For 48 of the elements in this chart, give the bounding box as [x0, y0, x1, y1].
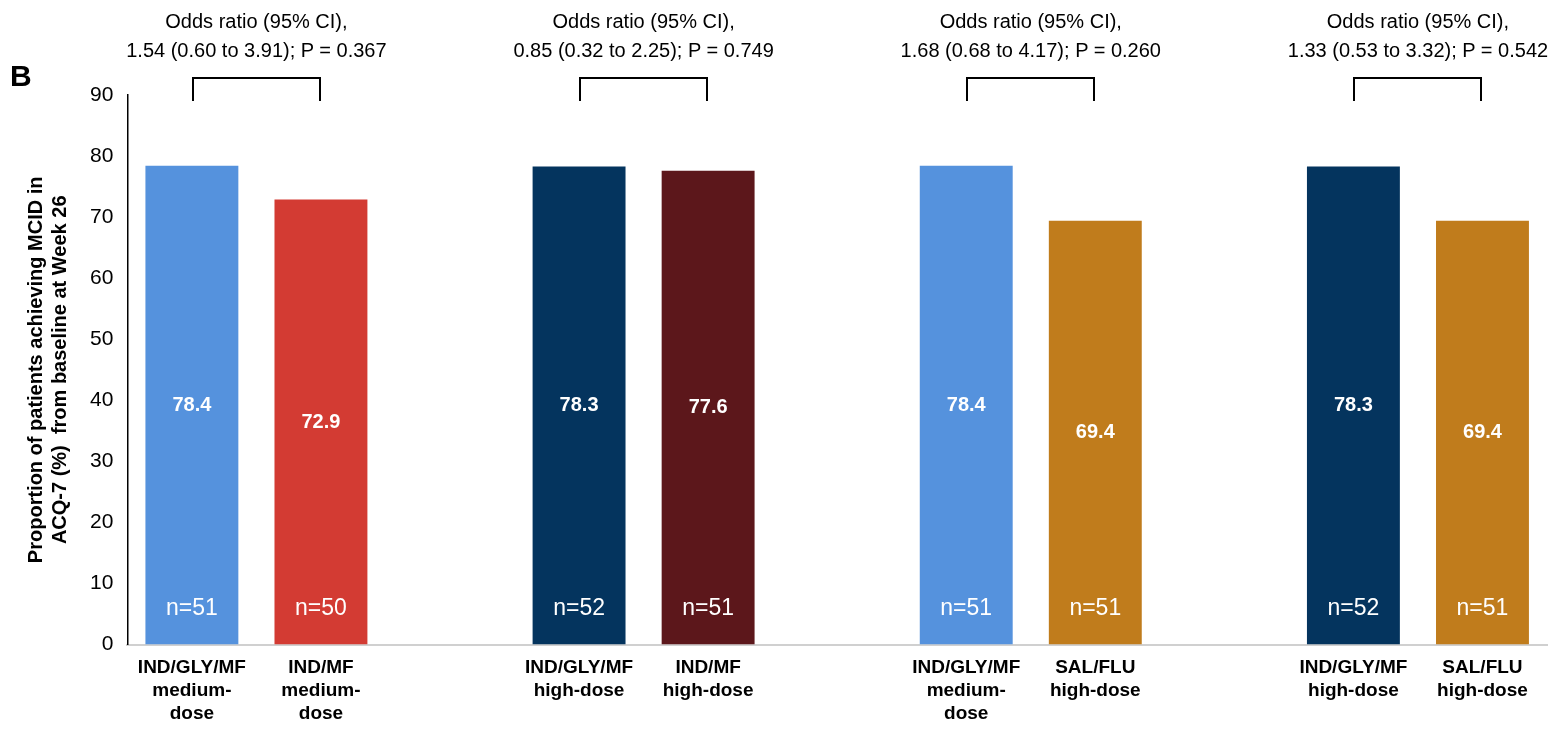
bar — [661, 170, 755, 645]
annotation: n=51 — [1069, 593, 1122, 620]
x-tick-label: IND/MF high-dose — [662, 656, 754, 701]
y-axis-title: Proportion of patients achieving MCID in ACQ-7 (%) from baseline at Week 26 — [23, 176, 70, 564]
y-tick-label: 80 — [90, 142, 114, 166]
annotation: n=51 — [940, 593, 993, 620]
text: Odds ratio (95% CI), 1.33 (0.53 to 3.32); P = 0.542 — [1287, 9, 1549, 61]
bar — [919, 165, 1013, 645]
y-tick-label: 40 — [90, 387, 114, 411]
annotation: n=51 — [682, 593, 735, 620]
y-tick-label: 60 — [90, 265, 114, 288]
y-tick-label: 50 — [90, 326, 114, 350]
annotation: n=51 — [165, 593, 218, 620]
x-tick-label: IND/GLY/MF medium- dose — [912, 656, 1021, 723]
x-tick-label: IND/GLY/MF medium- dose — [137, 656, 246, 723]
text: Odds ratio (95% CI), 1.54 (0.60 to 3.91); P = 0.367 — [126, 9, 387, 61]
y-tick-label: 0 — [101, 631, 114, 655]
data-label: 78.4 — [946, 392, 987, 415]
bar — [1306, 166, 1400, 645]
y-tick-label: 70 — [90, 203, 114, 227]
data-label: 78.3 — [559, 393, 599, 416]
data-label: 69.4 — [1463, 420, 1503, 443]
annotation: n=52 — [1327, 593, 1380, 620]
x-tick-label: IND/MF medium- dose — [281, 656, 361, 723]
annotation: n=51 — [1456, 593, 1509, 620]
data-label: 77.6 — [688, 395, 728, 418]
chart-title: B — [10, 59, 32, 93]
bar — [145, 165, 239, 645]
bar — [274, 199, 368, 645]
data-label: 78.4 — [172, 392, 213, 415]
y-tick-label: 90 — [90, 81, 114, 105]
bar — [1436, 220, 1529, 645]
bar — [532, 166, 626, 645]
data-label: 69.4 — [1075, 420, 1116, 443]
bar — [1048, 220, 1142, 645]
x-tick-label: IND/GLY/MF high-dose — [525, 656, 634, 701]
y-tick-label: 30 — [90, 448, 114, 472]
x-tick-label: SAL/FLU high-dose — [1437, 656, 1528, 701]
x-tick-label: IND/GLY/MF high-dose — [1299, 656, 1408, 701]
text: Odds ratio (95% CI), 1.68 (0.68 to 4.17); P = 0.260 — [900, 9, 1161, 61]
x-tick-label: SAL/FLU high-dose — [1049, 656, 1141, 701]
text: Odds ratio (95% CI), 0.85 (0.32 to 2.25); P = 0.749 — [513, 9, 774, 61]
y-tick-label: 20 — [90, 509, 114, 533]
data-label: 72.9 — [301, 409, 341, 432]
y-tick-label: 10 — [90, 570, 114, 594]
annotation: n=50 — [295, 593, 347, 620]
annotation: n=52 — [553, 593, 605, 620]
data-label: 78.3 — [1333, 393, 1373, 416]
